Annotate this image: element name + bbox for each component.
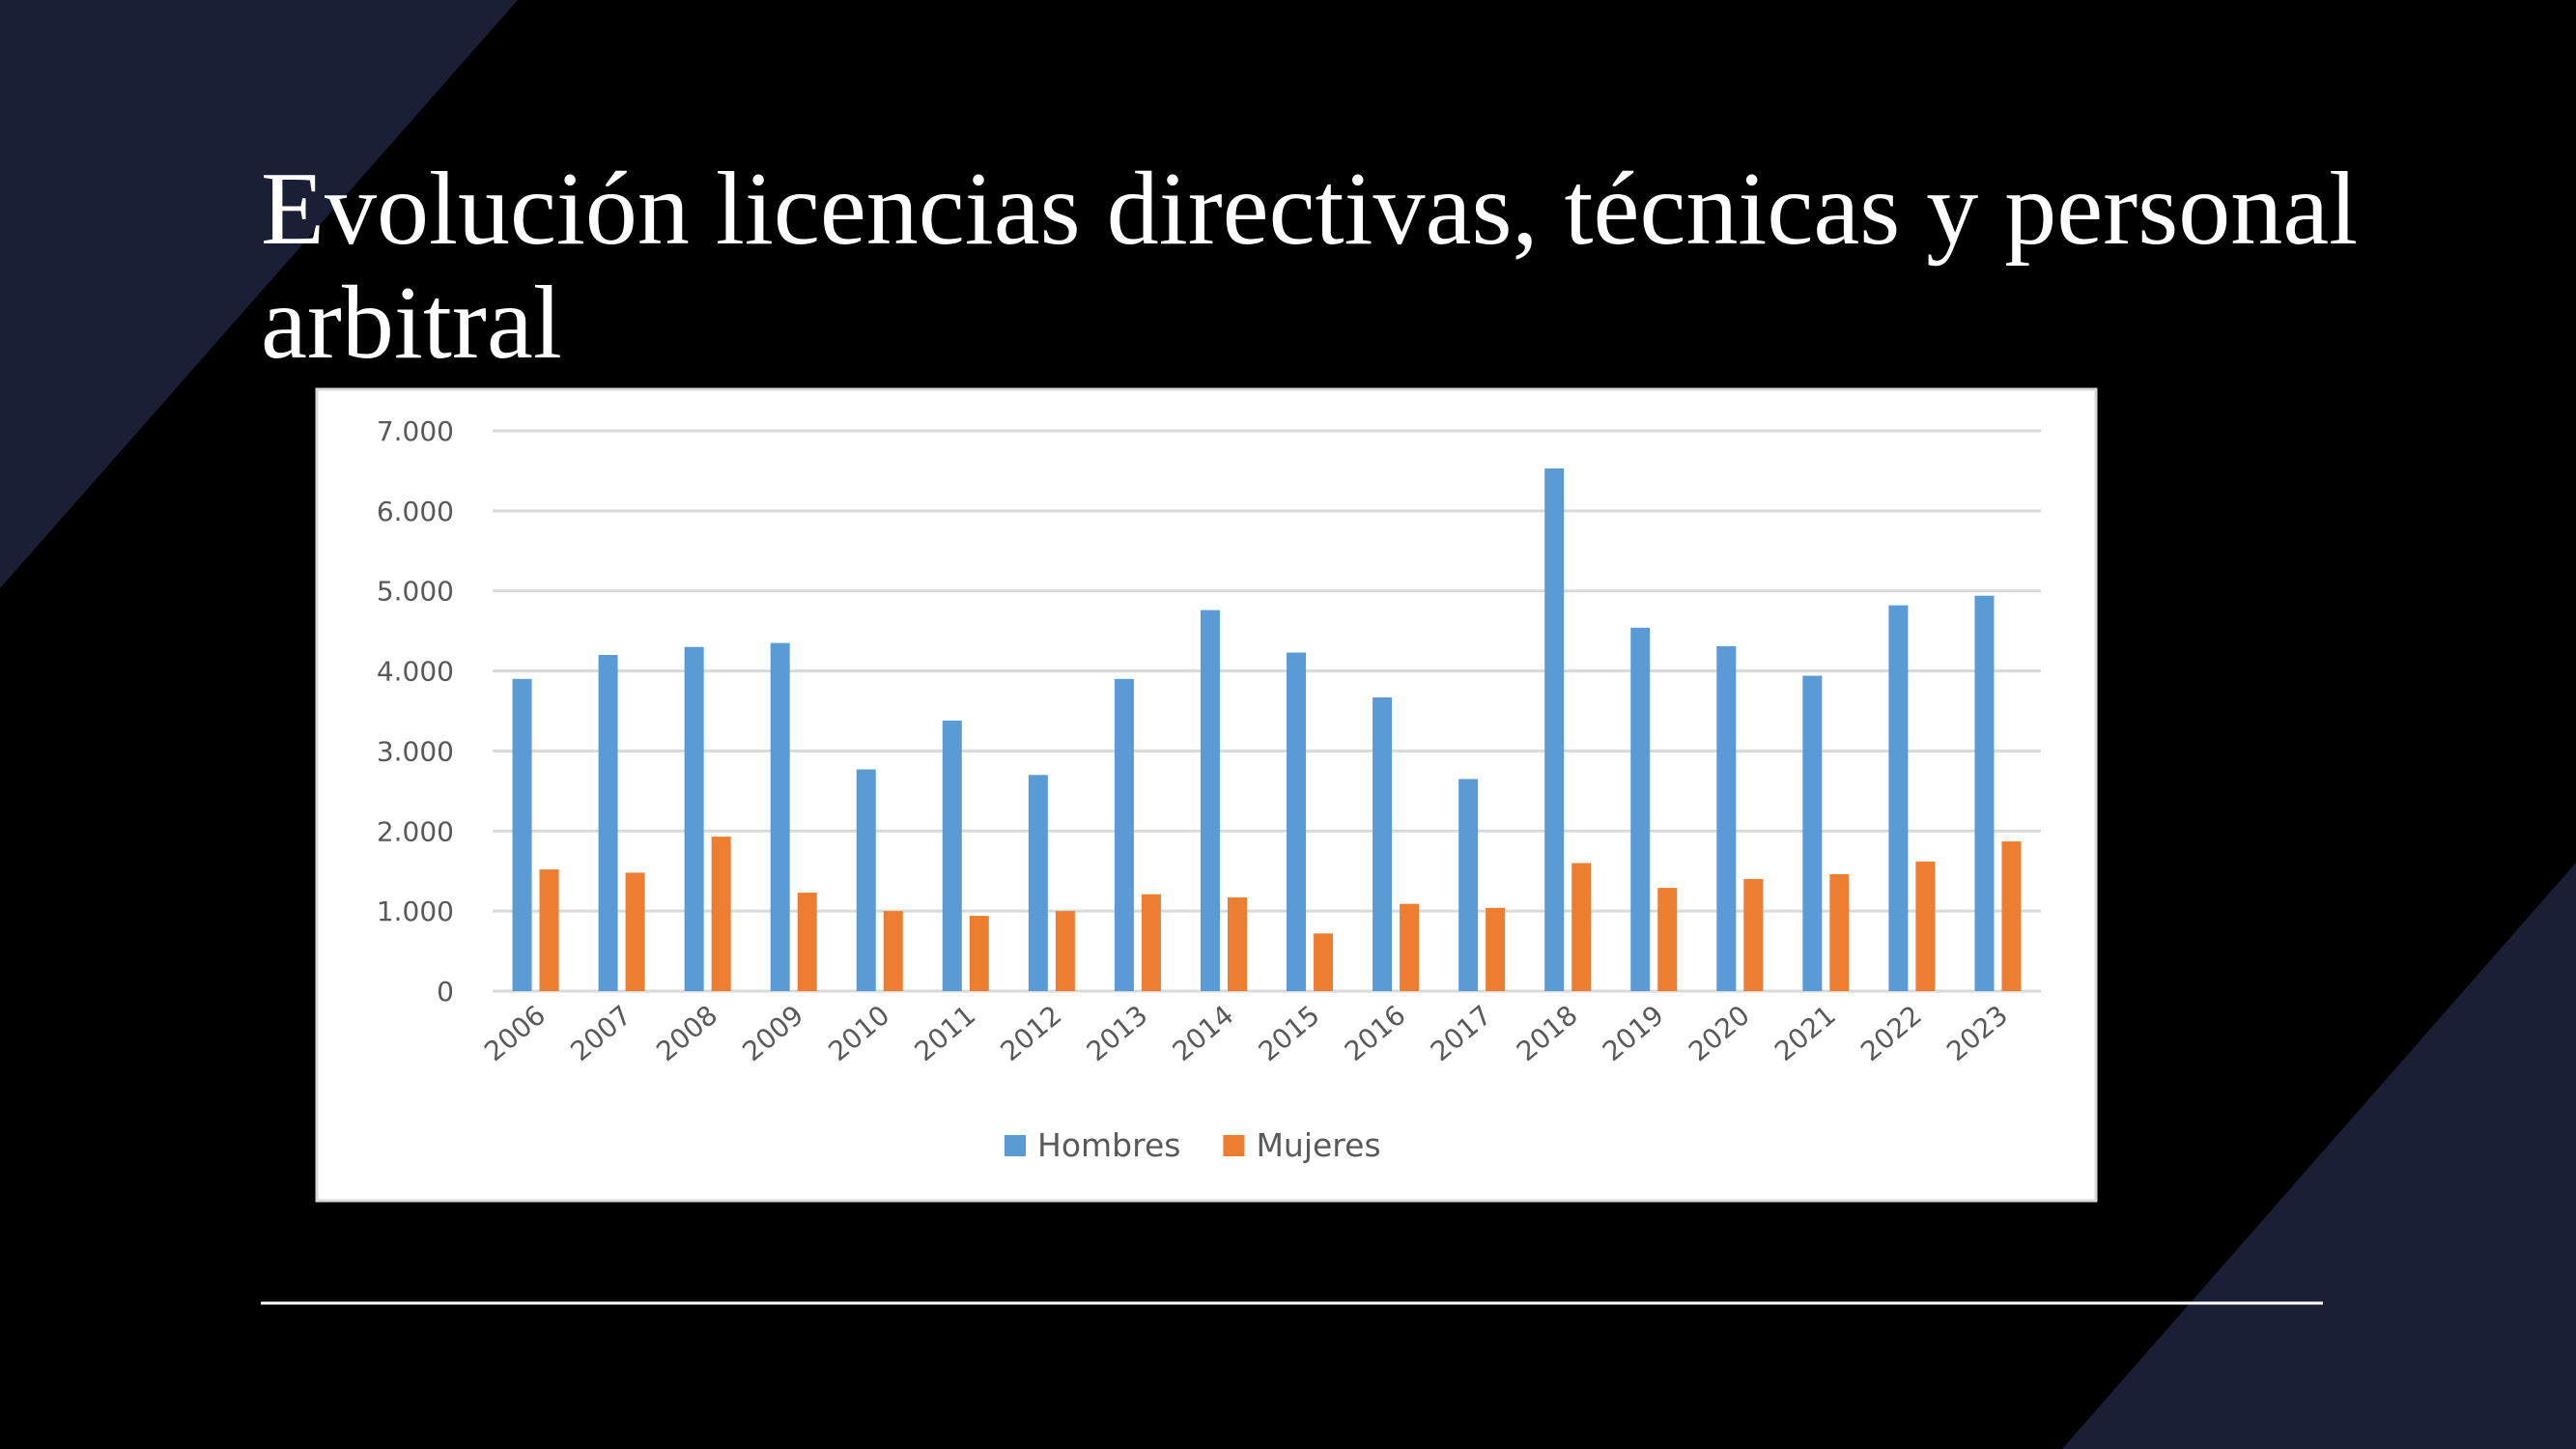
bar: [856, 769, 876, 991]
bar: [1486, 907, 1506, 991]
bar: [711, 837, 731, 991]
bar: [1888, 605, 1909, 991]
bar: [1373, 696, 1393, 991]
bar: [598, 655, 618, 991]
bar: [1743, 879, 1764, 991]
legend-swatch: [1223, 1135, 1245, 1156]
y-tick-label: 5.000: [377, 576, 454, 608]
legend-swatch: [1005, 1135, 1026, 1156]
bar: [1802, 675, 1823, 991]
bar: [1829, 874, 1850, 991]
bar: [883, 911, 903, 991]
y-tick-label: 1.000: [377, 895, 454, 927]
bar: [1630, 627, 1651, 991]
y-tick-label: 2.000: [377, 815, 454, 847]
bar: [1657, 888, 1678, 991]
bar: [1716, 645, 1737, 991]
bar: [539, 869, 559, 991]
bar: [1028, 775, 1048, 991]
bar: [770, 642, 790, 991]
y-tick-label: 7.000: [377, 415, 454, 447]
bar: [1571, 863, 1592, 991]
bar: [1400, 903, 1420, 991]
bar: [684, 646, 704, 991]
bar: [1287, 652, 1307, 991]
bar: [625, 872, 645, 991]
bar: [1227, 897, 1247, 991]
legend-label: Mujeres: [1256, 1126, 1380, 1164]
legend-label: Hombres: [1037, 1126, 1180, 1164]
bar: [1974, 595, 1995, 991]
bar: [1314, 933, 1334, 991]
y-tick-label: 0: [437, 976, 454, 1008]
bar: [969, 916, 989, 991]
bar: [1200, 610, 1220, 991]
bar: [942, 720, 962, 991]
y-tick-label: 3.000: [377, 735, 454, 767]
bar: [1915, 861, 1936, 991]
slide-title: Evolución licencias directivas, técnicas…: [261, 152, 2358, 381]
bar: [1114, 678, 1134, 991]
bar: [797, 893, 817, 991]
bar: [1141, 894, 1161, 991]
bar: [2001, 841, 2022, 991]
bar: [1544, 468, 1565, 991]
bar: [1055, 911, 1075, 991]
y-tick-label: 4.000: [377, 656, 454, 688]
bar: [512, 678, 532, 991]
bar: [1458, 779, 1479, 991]
y-tick-label: 6.000: [377, 496, 454, 527]
corner-shape: [0, 0, 518, 588]
